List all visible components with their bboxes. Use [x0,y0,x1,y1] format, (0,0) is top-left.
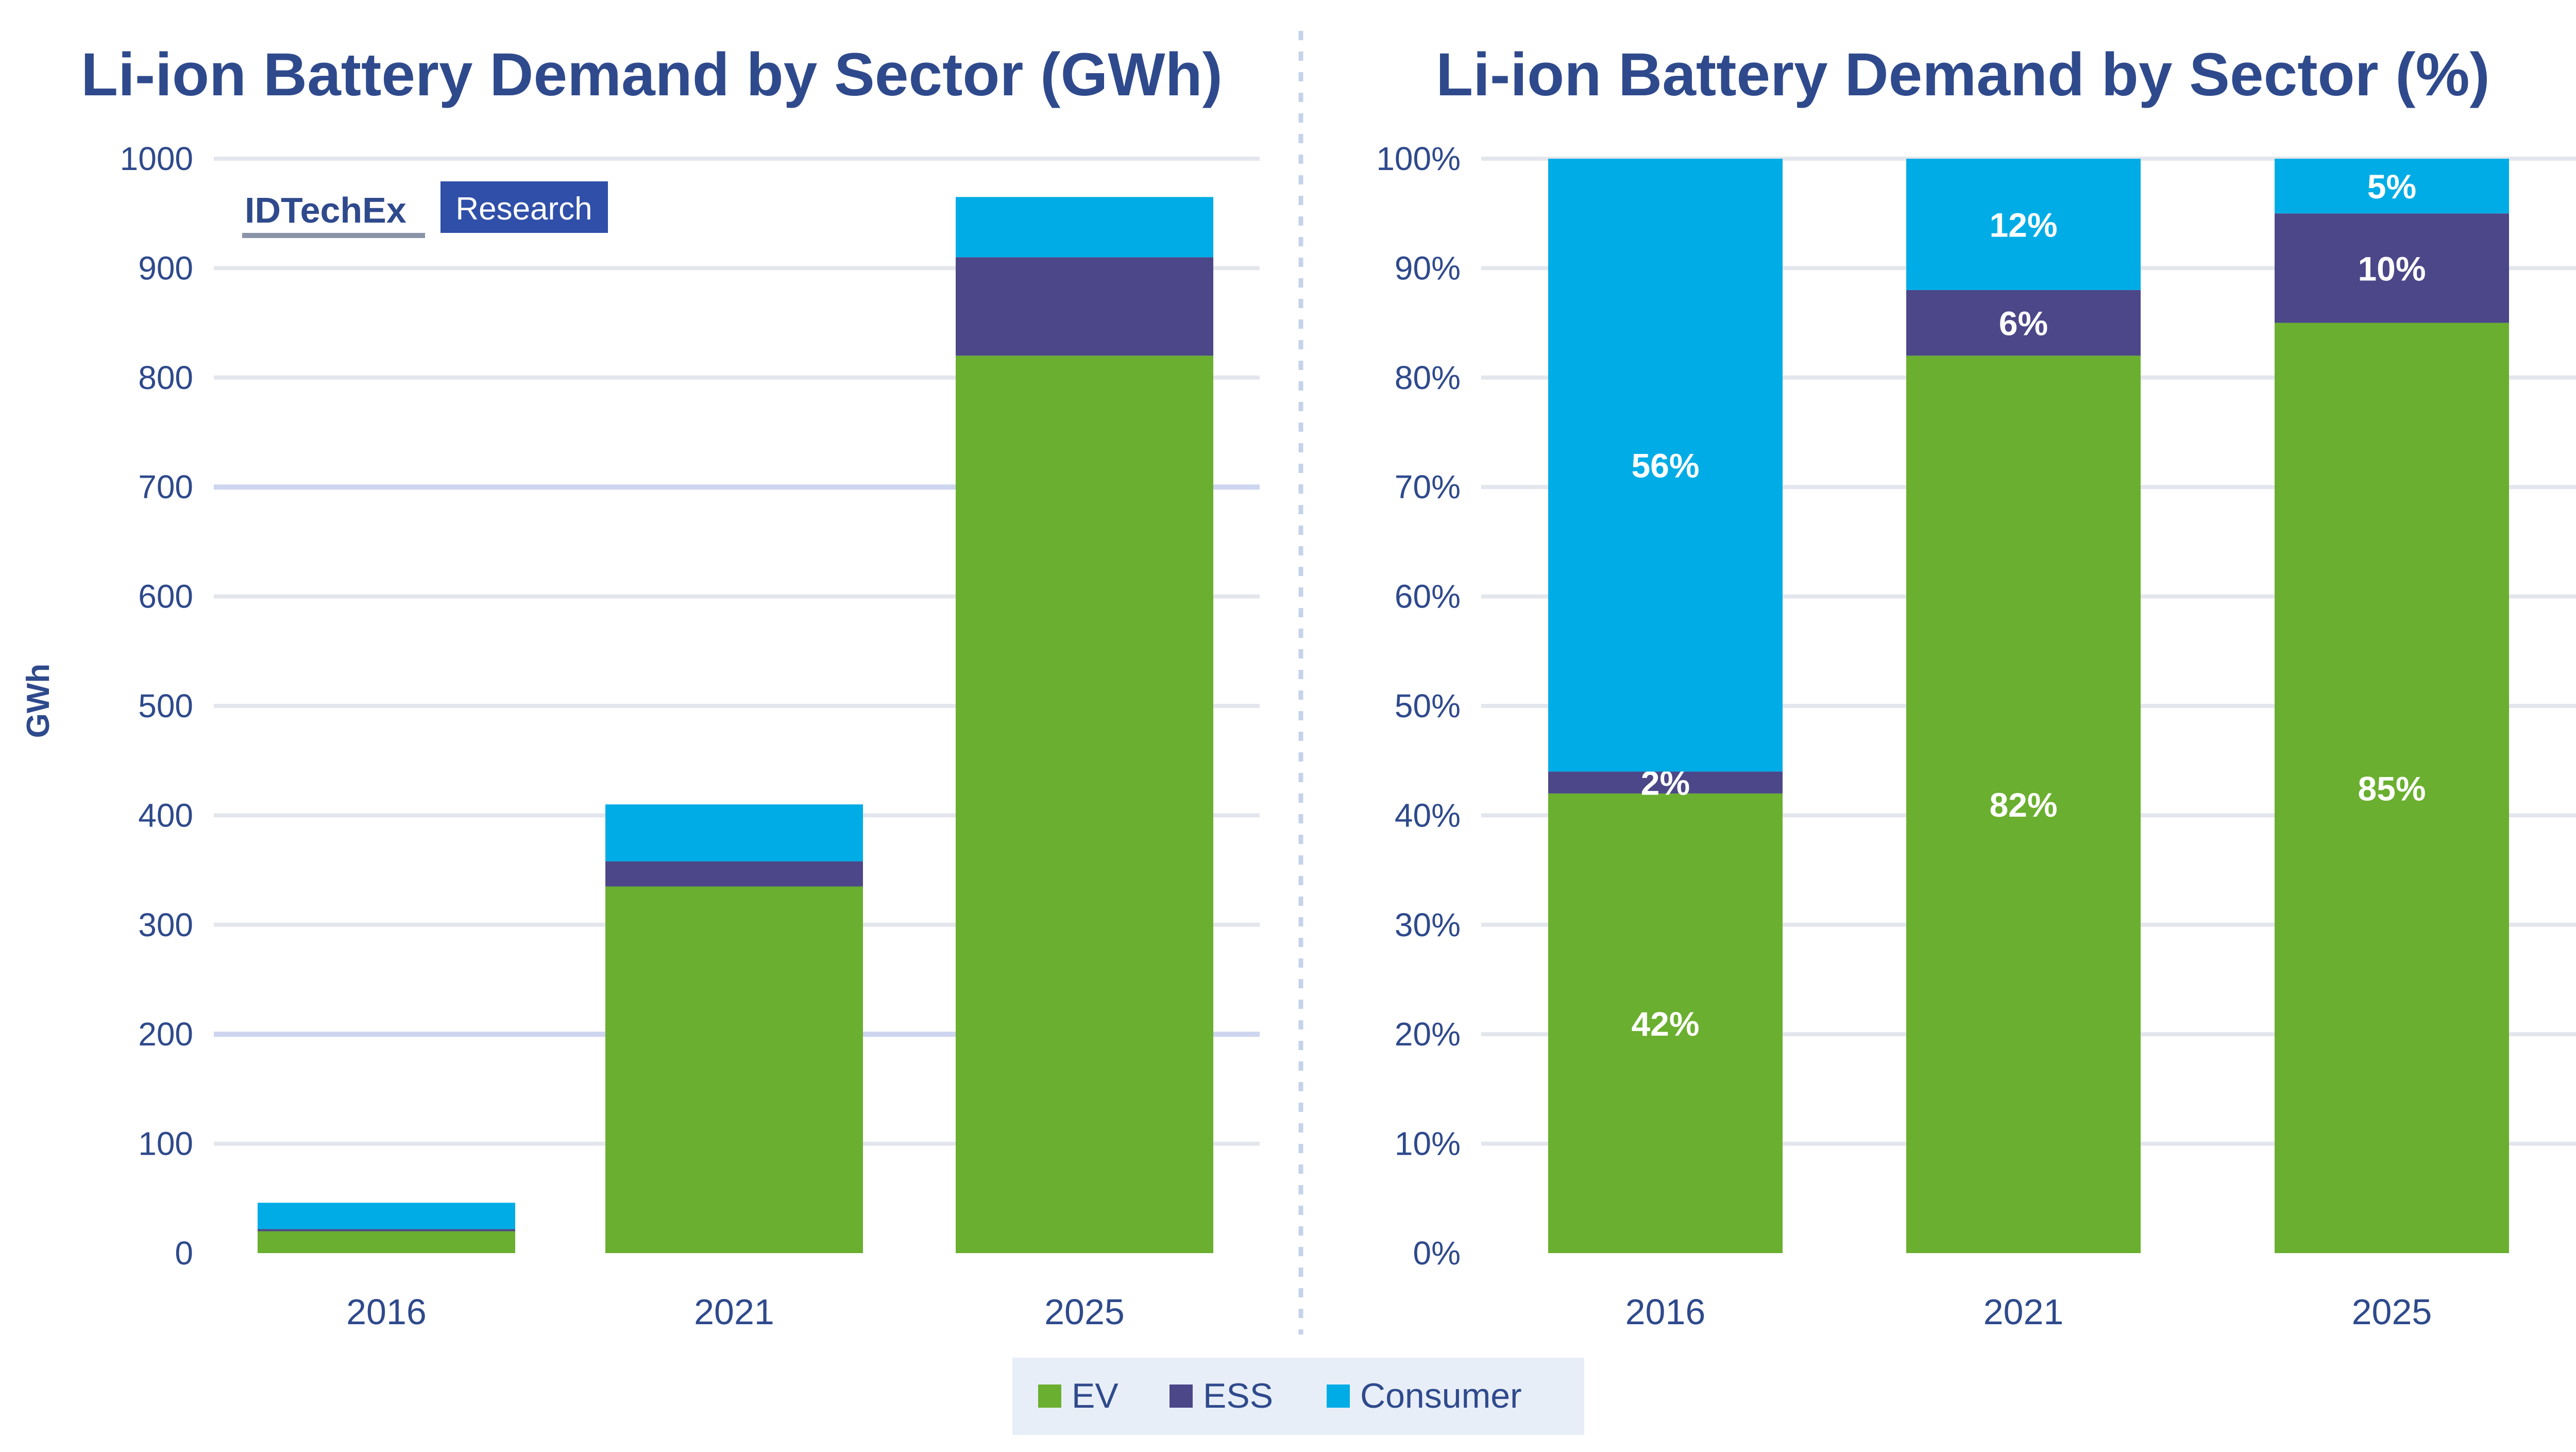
legend-swatch-ess [1170,1385,1193,1408]
x-category-label-gwh: 2021 [694,1292,774,1332]
bar-segment-consumer-2021-gwh [605,804,863,862]
y-tick-label-gwh: 100 [138,1125,193,1162]
y-tick-label-gwh: 1000 [120,140,193,177]
bars-gwh [258,197,1213,1253]
bar-segment-ess-2025-gwh [956,257,1213,356]
y-tick-label-gwh: 700 [138,468,193,505]
bar-segment-ev-2021-gwh [605,886,863,1253]
chart-title-gwh: Li-ion Battery Demand by Sector (GWh) [81,41,1223,109]
y-tick-label-gwh: 300 [138,906,193,943]
bar-segment-ess-2016-gwh [258,1229,515,1231]
y-tick-label-percent: 80% [1395,359,1461,396]
y-tick-label-percent: 70% [1395,468,1461,505]
legend-label-consumer: Consumer [1360,1376,1522,1415]
x-category-labels-gwh: 2016 2021 2025 [346,1292,1125,1332]
x-category-label-percent: 2016 [1625,1292,1706,1332]
y-tick-label-percent: 20% [1395,1016,1461,1053]
y-tick-label-percent: 40% [1395,797,1461,834]
data-label-consumer-2025: 5% [2367,167,2416,206]
bar-segment-ess-2025-percent [2275,213,2509,323]
bar-segment-consumer-2016-percent [1548,159,1783,772]
legend-label-ev: EV [1072,1376,1118,1415]
bar-segment-ess-2021-percent [1906,290,2141,356]
x-category-label-percent: 2021 [1984,1292,2064,1332]
data-label-consumer-2021: 12% [1989,206,2057,244]
data-label-ev-2025: 85% [2358,769,2426,807]
y-tick-label-percent: 60% [1395,578,1461,615]
data-label-consumer-2016: 56% [1631,447,1699,485]
bar-segment-ess-2016-percent [1548,771,1783,793]
legend-background [1012,1358,1584,1435]
data-label-ess-2025: 10% [2358,249,2426,288]
y-tick-label-gwh: 0 [175,1235,193,1272]
data-label-ev-2021: 82% [1989,786,2057,824]
bar-segment-ev-2016-percent [1548,793,1783,1253]
x-category-label-percent: 2025 [2352,1292,2432,1332]
x-category-label-gwh: 2016 [346,1292,427,1332]
data-label-ev-2016: 42% [1631,1005,1699,1043]
y-tick-label-percent: 30% [1395,906,1461,943]
bars-percent: 42%2%56%82%6%12%85%10%5% [1548,159,2509,1253]
bar-segment-consumer-2025-gwh [956,197,1213,258]
watermark-research-badge [440,181,608,233]
watermark-underline [242,233,425,238]
y-tick-label-gwh: 400 [138,797,193,834]
x-category-label-gwh: 2025 [1044,1292,1125,1332]
bar-segment-consumer-2025-percent [2275,159,2509,214]
bar-segment-consumer-2016-gwh [258,1203,515,1229]
y-tick-labels-gwh: 0 100 200 300 400 500 600 700 800 900 1000 [120,140,193,1272]
watermark-brand-text: IDTechEx [245,190,406,230]
y-axis-label-gwh: GWh [21,664,56,738]
bar-segment-ev-2025-gwh [956,356,1213,1253]
y-tick-label-gwh: 900 [138,249,193,286]
y-tick-label-gwh: 600 [138,578,193,615]
legend-swatch-consumer [1327,1385,1350,1408]
bar-segment-ess-2021-gwh [605,861,863,887]
bar-segment-ev-2025-percent [2275,323,2509,1253]
y-tick-label-percent: 0% [1413,1235,1461,1272]
x-category-labels-percent: 2016 2021 2025 [1625,1292,2432,1332]
y-tick-label-percent: 100% [1376,140,1461,177]
watermark-badge-text: Research [455,191,592,227]
y-tick-labels-percent: 0% 10% 20% 30% 40% 50% 60% 70% 80% 90% 100% [1376,140,1461,1272]
chart-title-percent: Li-ion Battery Demand by Sector (%) [1436,41,2490,109]
legend-swatch-ev [1038,1385,1061,1408]
y-tick-label-gwh: 800 [138,359,193,396]
bar-segment-ev-2021-percent [1906,356,2141,1253]
legend-label-ess: ESS [1203,1376,1273,1415]
y-tick-label-percent: 90% [1395,249,1461,286]
data-label-ess-2021: 6% [1999,305,2048,343]
watermark-badge: IDTechEx Research [242,181,608,238]
bar-segment-consumer-2021-percent [1906,159,2141,290]
y-tick-label-percent: 50% [1395,687,1461,724]
y-tick-label-gwh: 200 [138,1016,193,1053]
y-tick-label-percent: 10% [1395,1125,1461,1162]
legend: EV ESS Consumer [1012,1358,1584,1435]
y-tick-label-gwh: 500 [138,687,193,724]
bar-segment-ev-2016-gwh [258,1231,515,1253]
